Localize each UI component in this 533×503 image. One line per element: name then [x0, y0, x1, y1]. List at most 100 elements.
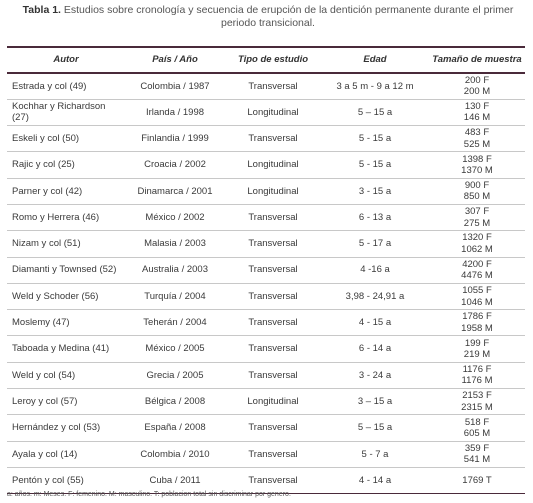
title-text: Estudios sobre cronología y secuencia de…	[63, 4, 514, 29]
table-cell: 5 - 15 a	[358, 159, 392, 171]
sample-cell: 900 F 850 M	[429, 178, 525, 204]
sample-cell: 1786 F 1958 M	[429, 310, 525, 336]
author-cell: Hernández y col (53)	[12, 422, 101, 434]
sample-cell: 1176 F 1176 M	[429, 362, 525, 388]
sample-line: 359 F	[464, 442, 490, 454]
table-cell: 6 - 13 a	[358, 211, 392, 223]
sample-cell: 1769 T	[429, 467, 525, 493]
table-cell: Turquía / 2004	[144, 290, 206, 302]
table-cell: Transversal	[248, 317, 298, 329]
table-cell: 3 – 15 a	[357, 395, 393, 407]
table-cell: 5 – 15 a	[357, 422, 393, 434]
table-row: Pentón y col (55) Cuba / 2011 Transversal 4…	[7, 467, 525, 494]
sample-line: 850 M	[463, 191, 491, 203]
table-row: Ayala y col (14) Colombia / 2010 Transvers…	[7, 441, 525, 468]
table-cell: Transversal	[248, 290, 298, 302]
table-cell: 4 -16 a	[360, 264, 390, 276]
sample-line: 200 F	[464, 74, 490, 86]
table-cell: 4 - 15 a	[358, 317, 392, 329]
table-cell: Cuba / 2011	[149, 474, 201, 486]
sample-line: 1398 F	[462, 153, 492, 165]
column-header: Edad	[363, 54, 387, 65]
table-cell: México / 2005	[145, 343, 205, 355]
sample-cell: 1055 F 1046 M	[429, 283, 525, 309]
sample-line: 518 F	[464, 416, 490, 428]
author-cell: Pentón y col (55)	[12, 474, 84, 486]
table-cell: Transversal	[248, 474, 298, 486]
table-cell: Irlanda / 1998	[145, 106, 205, 118]
sample-line: 1786 F	[462, 311, 492, 323]
table-cell: 6 - 14 a	[358, 343, 392, 355]
sample-cell: 1320 F 1062 M	[429, 231, 525, 257]
sample-line: 2315 M	[461, 401, 493, 413]
sample-cell: 483 F 525 M	[429, 126, 525, 152]
table-cell: 5 - 15 a	[358, 132, 392, 144]
author-cell: Moslemy (47)	[12, 317, 70, 329]
header-row: Autor País / Año Tipo de estudio Edad Tamaño…	[7, 47, 525, 73]
sample-cell: 200 F 200 M	[429, 73, 525, 99]
author-cell: Weld y Schoder (56)	[12, 290, 99, 302]
sample-cell: 307 F 275 M	[429, 204, 525, 230]
table-cell: Finlandia / 1999	[141, 132, 209, 144]
table-title: Tabla 1. Estudios sobre cronología y sec…	[8, 4, 528, 30]
table-cell: Transversal	[248, 264, 298, 276]
table-cell: Longitudinal	[247, 106, 299, 118]
sample-line: 1176 F	[462, 363, 492, 375]
table-row: Hernández y col (53) España / 2008 Transve…	[7, 415, 525, 442]
column-header: País / Año	[152, 54, 198, 65]
sample-cell: 2153 F 2315 M	[429, 389, 525, 415]
sample-line: 1958 M	[461, 322, 493, 334]
table-row: Taboada y Medina (41) México / 2005 Transv…	[7, 336, 525, 363]
sample-line: 1320 F	[462, 232, 492, 244]
sample-cell: 359 F 541 M	[429, 441, 525, 467]
sample-line: 900 F	[464, 179, 490, 191]
sample-cell: 518 F 605 M	[429, 415, 525, 441]
table-row: Diamanti y Townsed (52) Australia / 2003 T…	[7, 257, 525, 284]
author-cell: Nizam y col (51)	[12, 238, 81, 250]
sample-line: 1370 M	[461, 165, 493, 177]
author-cell: Romo y Herrera (46)	[12, 211, 100, 223]
table-row: Weld y Schoder (56) Turquía / 2004 Transve…	[7, 283, 525, 310]
sample-line: 1055 F	[462, 285, 492, 297]
table-cell: Transversal	[248, 80, 298, 92]
table-row: Parner y col (42) Dinamarca / 2001 Longitu…	[7, 178, 525, 205]
table-cell: 5 - 7 a	[361, 448, 389, 460]
table-row: Kochhar y Richardson (27) Irlanda / 1998 L…	[7, 99, 525, 126]
sample-line: 1046 M	[461, 296, 493, 308]
table-cell: Croacia / 2002	[144, 159, 206, 171]
table-cell: México / 2002	[145, 211, 205, 223]
table-cell: España / 2008	[144, 422, 206, 434]
sample-cell: 130 F 146 M	[429, 99, 525, 125]
table-cell: Transversal	[248, 422, 298, 434]
author-cell: Estrada y col (49)	[12, 80, 87, 92]
table-row: Nizam y col (51) Malasia / 2003 Transversa…	[7, 231, 525, 258]
sample-cell: 199 F 219 M	[429, 336, 525, 362]
table-cell: Longitudinal	[247, 185, 299, 197]
sample-line: 219 M	[463, 349, 491, 361]
table-cell: 4 - 14 a	[358, 474, 392, 486]
sample-line: 307 F	[464, 206, 490, 218]
table-cell: 3 - 15 a	[358, 185, 392, 197]
table-header: Autor País / Año Tipo de estudio Edad Tamaño…	[7, 47, 525, 73]
table-cell: Transversal	[248, 211, 298, 223]
table-cell: Australia / 2003	[141, 264, 208, 276]
table-row: Romo y Herrera (46) México / 2002 Transver…	[7, 204, 525, 231]
author-cell: Kochhar y Richardson (27)	[12, 100, 106, 124]
sample-line: 4200 F	[462, 258, 492, 270]
table-cell: Transversal	[248, 369, 298, 381]
sample-line: 4476 M	[461, 270, 493, 282]
author-cell: Rajic y col (25)	[12, 159, 75, 171]
sample-line: 130 F	[464, 100, 490, 112]
table-cell: Malasia / 2003	[144, 238, 206, 250]
table-cell: 3 - 24 a	[358, 369, 392, 381]
sample-line: 1062 M	[461, 243, 493, 255]
table-cell: Longitudinal	[247, 395, 299, 407]
table-row: Leroy y col (57) Bélgica / 2008 Longitudin…	[7, 389, 525, 415]
sample-line: 199 F	[464, 337, 490, 349]
sample-line: 605 M	[463, 428, 491, 439]
author-cell: Diamanti y Townsed (52)	[12, 264, 117, 276]
sample-line: 146 M	[463, 112, 491, 124]
table-row: Rajic y col (25) Croacia / 2002 Longitudin…	[7, 152, 525, 179]
author-cell: Weld y col (54)	[12, 369, 76, 381]
